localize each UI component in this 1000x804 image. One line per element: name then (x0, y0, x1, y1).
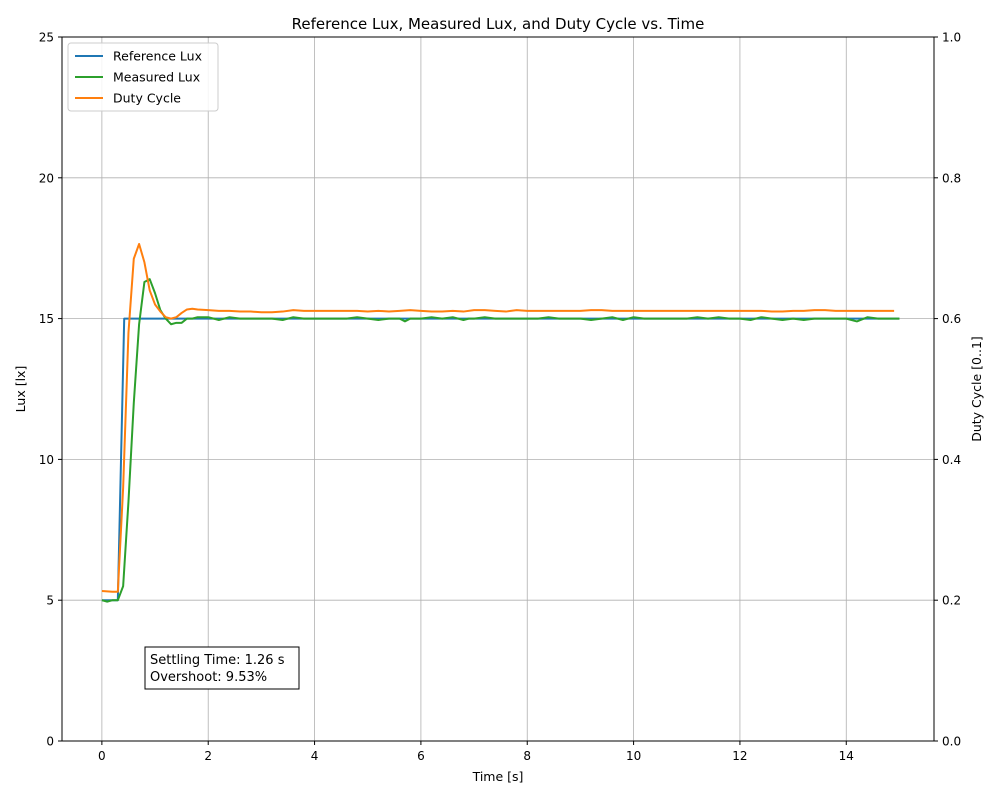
x-tick-label: 6 (417, 749, 425, 763)
series-line-measured-lux (101, 278, 900, 603)
y2-tick-label: 0.4 (942, 453, 961, 467)
y-tick-label: 10 (39, 453, 54, 467)
legend-label-duty-cycle: Duty Cycle (113, 91, 181, 106)
y2-axis-label: Duty Cycle [0..1] (969, 336, 984, 442)
legend: Reference Lux Measured Lux Duty Cycle (67, 42, 219, 112)
y2-tick-label: 1.0 (942, 31, 961, 45)
series-lines (101, 242, 900, 603)
series-line-duty-cycle (101, 242, 895, 593)
x-axis-ticks: 0 2 4 6 8 10 12 14 (98, 741, 854, 763)
annotation-overshoot: Overshoot: 9.53% (150, 670, 267, 685)
y-tick-label: 15 (39, 312, 54, 326)
y-tick-label: 20 (39, 171, 54, 185)
x-tick-label: 10 (626, 749, 641, 763)
x-tick-label: 8 (523, 749, 531, 763)
y2-tick-label: 0.2 (942, 594, 961, 608)
x-tick-label: 2 (204, 749, 212, 763)
y2-tick-label: 0.6 (942, 312, 961, 326)
x-tick-label: 0 (98, 749, 106, 763)
y2-tick-label: 0.0 (942, 735, 961, 749)
legend-box (67, 42, 219, 112)
chart-title: Reference Lux, Measured Lux, and Duty Cy… (292, 15, 705, 33)
plot-frame (61, 36, 935, 742)
legend-label-reference-lux: Reference Lux (113, 49, 202, 64)
y2-axis-ticks: 0.0 0.2 0.4 0.6 0.8 1.0 (934, 31, 961, 749)
x-tick-label: 14 (839, 749, 854, 763)
annotation-settling-time: Settling Time: 1.26 s (150, 653, 285, 668)
annotation-box: Settling Time: 1.26 s Overshoot: 9.53% (144, 646, 300, 690)
y-tick-label: 0 (46, 735, 54, 749)
annotation-frame (144, 646, 300, 690)
y2-tick-label: 0.8 (942, 171, 961, 185)
x-tick-label: 4 (311, 749, 319, 763)
x-axis-label: Time [s] (472, 769, 524, 784)
y-axis-ticks: 0 5 10 15 20 25 (39, 31, 62, 749)
y-axis-label: Lux [lx] (13, 366, 28, 413)
y-tick-label: 5 (46, 594, 54, 608)
y-tick-label: 25 (39, 31, 54, 45)
legend-label-measured-lux: Measured Lux (113, 70, 200, 85)
x-tick-label: 12 (732, 749, 747, 763)
